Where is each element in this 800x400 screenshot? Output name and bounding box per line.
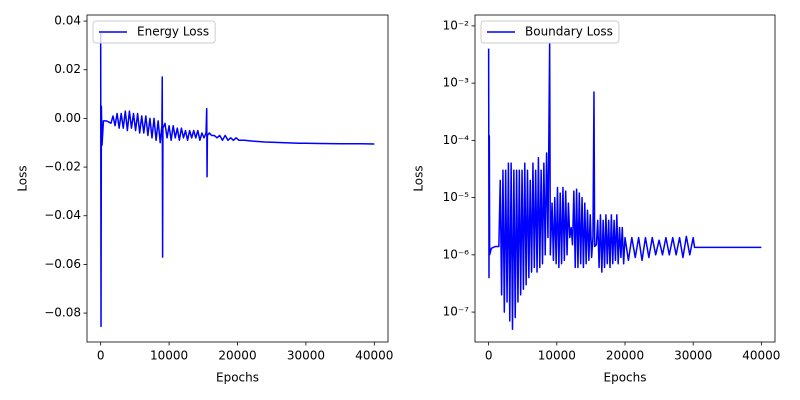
y-axis-label: Loss (16, 165, 30, 191)
x-tick-label: 0 (485, 349, 493, 363)
y-tick-label: −0.06 (44, 257, 81, 271)
x-tick-label: 20000 (218, 349, 256, 363)
legend: Energy Loss (92, 20, 216, 44)
x-axis-label: Epochs (216, 371, 259, 385)
x-tick-label: 30000 (287, 349, 325, 363)
legend-frame (480, 20, 620, 44)
legend-frame (92, 20, 216, 44)
y-tick-label: 0.02 (54, 62, 81, 76)
data-line (99, 33, 375, 328)
axes-frame (86, 14, 389, 343)
y-tick-label: 0.04 (54, 14, 81, 28)
y-tick-label: 10⁻⁵ (443, 190, 470, 204)
y-tick-label: 10⁻³ (443, 76, 470, 90)
y-tick-label: 10⁻⁶ (443, 247, 470, 261)
y-tick-label: −0.02 (44, 160, 81, 174)
x-tick-label: 40000 (742, 349, 780, 363)
axes: 0 10000 20000 30000 40000 0.04 0.02 0.00 −0.02 −0… (16, 14, 394, 385)
x-tick-label: 0 (97, 349, 105, 363)
y-axis-label: Loss (412, 165, 426, 191)
data-line (487, 42, 762, 331)
y-tick-label: −0.08 (44, 306, 81, 320)
axes: 0 10000 20000 30000 40000 10⁻² 10⁻³ 10⁻⁴ 10⁻⁵ 10⁻… (412, 14, 780, 385)
y-tick-label: 10⁻² (443, 18, 470, 32)
x-tick-label: 10000 (538, 349, 576, 363)
legend-label: Energy Loss (137, 25, 209, 39)
legend-label: Boundary Loss (525, 25, 613, 39)
y-tick-label: −0.04 (44, 208, 81, 222)
y-tick-label: 10⁻⁴ (443, 133, 470, 147)
x-tick-label: 40000 (355, 349, 393, 363)
y-tick-label: 10⁻⁷ (443, 305, 470, 319)
x-tick-label: 10000 (150, 349, 188, 363)
x-tick-label: 30000 (674, 349, 712, 363)
y-tick-label: 0.00 (54, 111, 81, 125)
x-tick-label: 20000 (606, 349, 644, 363)
x-axis-label: Epochs (604, 371, 647, 385)
legend: Boundary Loss (480, 20, 620, 44)
